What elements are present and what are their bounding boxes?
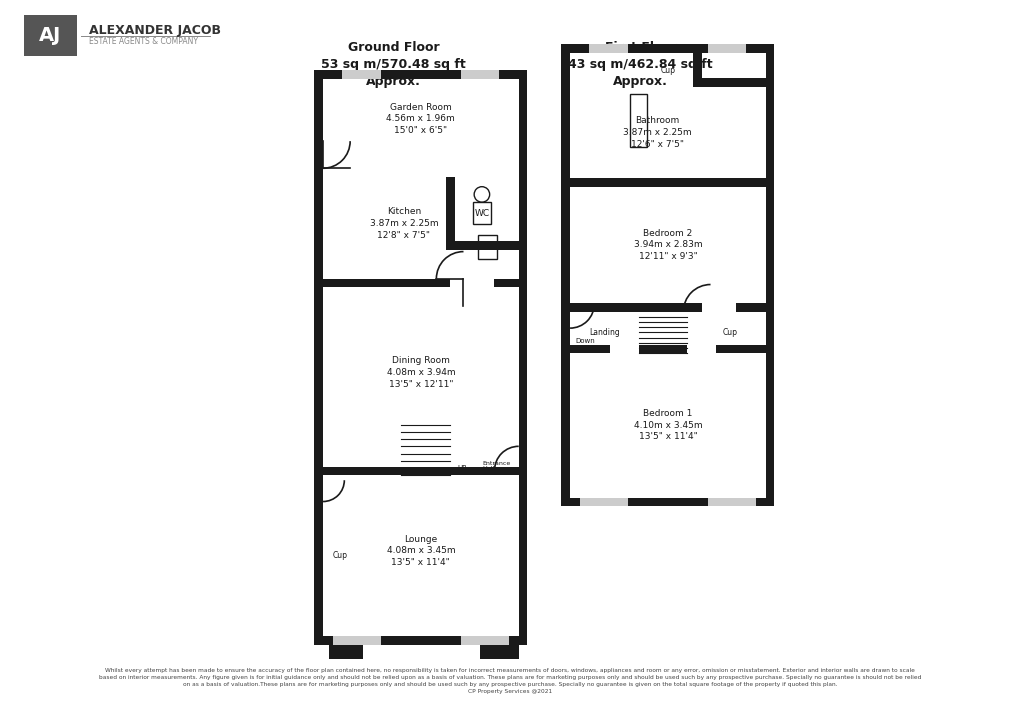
Text: First Floor
43 sq m/462.84 sq ft
Approx.: First Floor 43 sq m/462.84 sq ft Approx. bbox=[568, 41, 712, 89]
Text: Entrance
Hall: Entrance Hall bbox=[481, 461, 510, 471]
Text: Garden Room
4.56m x 1.96m
15'0" x 6'5": Garden Room 4.56m x 1.96m 15'0" x 6'5" bbox=[386, 102, 454, 135]
Bar bbox=[314, 279, 449, 287]
Bar bbox=[480, 636, 519, 659]
Text: Ground Floor
53 sq m/570.48 sq ft
Approx.: Ground Floor 53 sq m/570.48 sq ft Approx… bbox=[321, 41, 466, 89]
Bar bbox=[560, 178, 773, 187]
Bar bbox=[693, 78, 765, 87]
Bar bbox=[638, 345, 687, 354]
Bar bbox=[314, 636, 527, 645]
Text: Bedroom 2
3.94m x 2.83m
12'11" x 9'3": Bedroom 2 3.94m x 2.83m 12'11" x 9'3" bbox=[633, 229, 701, 261]
Text: Kitchen
3.87m x 2.25m
12'8" x 7'5": Kitchen 3.87m x 2.25m 12'8" x 7'5" bbox=[369, 207, 438, 240]
Bar bbox=[478, 235, 497, 259]
Bar bbox=[560, 303, 773, 311]
Bar bbox=[445, 177, 454, 250]
Text: Dining Room
4.08m x 3.94m
13'5" x 12'11": Dining Room 4.08m x 3.94m 13'5" x 12'11" bbox=[386, 356, 454, 389]
Text: Cup: Cup bbox=[332, 551, 347, 560]
Text: AJ: AJ bbox=[39, 26, 61, 45]
Text: Bathroom
3.87m x 2.25m
12'6" x 7'5": Bathroom 3.87m x 2.25m 12'6" x 7'5" bbox=[623, 116, 691, 149]
Text: Landing: Landing bbox=[589, 328, 620, 338]
Bar bbox=[629, 94, 646, 147]
Bar bbox=[328, 636, 363, 659]
Bar bbox=[401, 467, 449, 476]
Text: Lounge
4.08m x 3.45m
13'5" x 11'4": Lounge 4.08m x 3.45m 13'5" x 11'4" bbox=[386, 534, 454, 567]
Bar bbox=[461, 70, 499, 79]
Bar bbox=[589, 44, 628, 53]
Bar bbox=[483, 467, 527, 476]
Bar bbox=[314, 279, 527, 287]
Bar bbox=[707, 497, 755, 506]
Text: Whilst every attempt has been made to ensure the accuracy of the floor plan cont: Whilst every attempt has been made to en… bbox=[99, 668, 920, 694]
Bar bbox=[314, 70, 527, 79]
Bar bbox=[560, 303, 701, 311]
Bar bbox=[314, 70, 323, 645]
Bar bbox=[560, 44, 773, 53]
Bar bbox=[519, 70, 527, 645]
Bar bbox=[473, 202, 490, 224]
Bar bbox=[314, 467, 527, 476]
Text: ESTATE AGENTS & COMPANY: ESTATE AGENTS & COMPANY bbox=[89, 37, 198, 46]
Bar bbox=[707, 44, 746, 53]
Bar bbox=[23, 15, 76, 56]
Bar bbox=[560, 345, 773, 354]
Text: Cup: Cup bbox=[721, 328, 737, 338]
Bar bbox=[765, 44, 773, 506]
Text: UP: UP bbox=[458, 465, 467, 471]
Text: WC: WC bbox=[474, 209, 489, 219]
Bar bbox=[332, 636, 381, 645]
Bar bbox=[493, 279, 519, 287]
Text: Down: Down bbox=[575, 338, 595, 343]
Bar bbox=[693, 53, 701, 87]
Bar bbox=[560, 497, 773, 506]
Bar bbox=[461, 636, 508, 645]
Bar bbox=[579, 497, 628, 506]
Text: Bedroom 1
4.10m x 3.45m
13'5" x 11'4": Bedroom 1 4.10m x 3.45m 13'5" x 11'4" bbox=[633, 409, 701, 441]
Bar bbox=[314, 467, 367, 476]
Text: Cup: Cup bbox=[659, 66, 675, 75]
Bar bbox=[445, 241, 519, 250]
Bar bbox=[342, 70, 381, 79]
Text: ALEXANDER JACOB: ALEXANDER JACOB bbox=[89, 24, 220, 37]
Bar bbox=[735, 303, 765, 311]
Bar bbox=[560, 44, 570, 506]
Bar bbox=[560, 345, 609, 354]
Bar bbox=[715, 345, 773, 354]
